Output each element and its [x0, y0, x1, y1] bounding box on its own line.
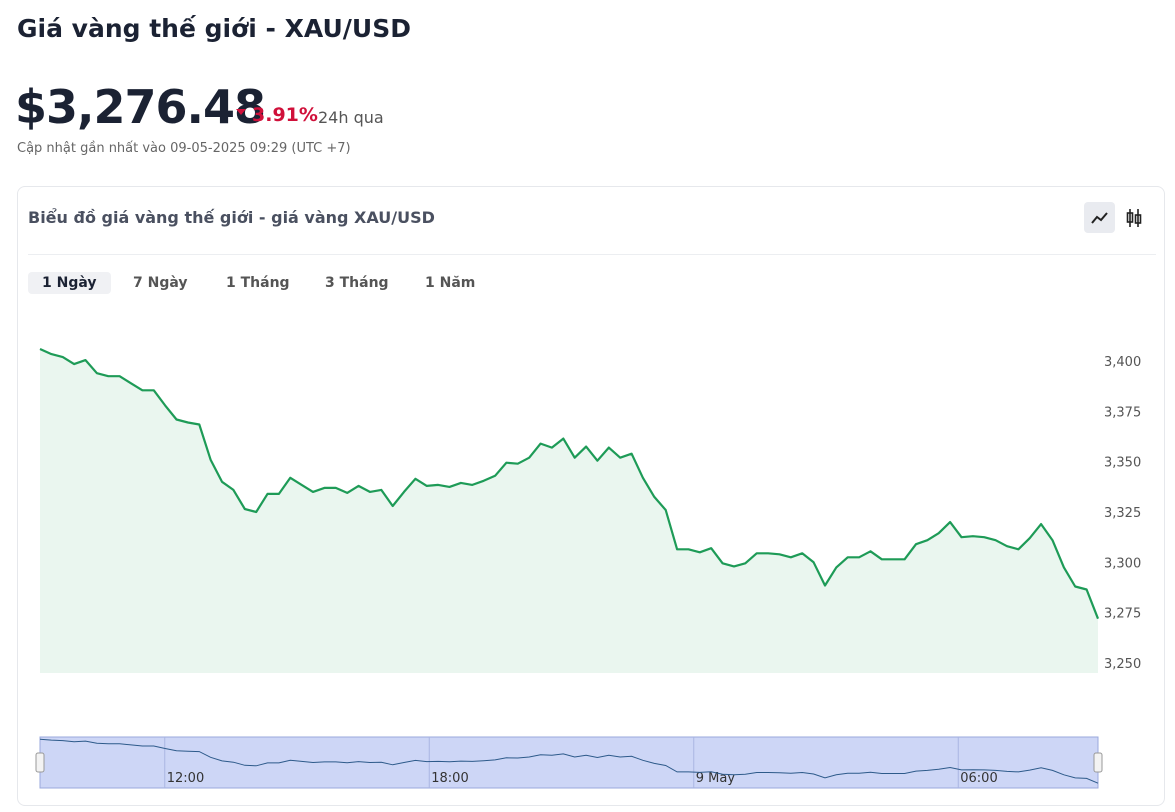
- line-mode-button[interactable]: [1084, 202, 1115, 233]
- separator: [28, 254, 1156, 255]
- card-title: Biểu đồ giá vàng thế giới - giá vàng XAU…: [28, 208, 435, 227]
- range-tab[interactable]: 1 Năm: [425, 275, 476, 291]
- range-tab[interactable]: 1 Tháng: [226, 275, 290, 291]
- chart-card: [17, 186, 1165, 806]
- price: $3,276.48: [15, 80, 266, 134]
- y-tick-label: 3,350: [1104, 456, 1141, 471]
- change-period: 24h qua: [318, 108, 384, 127]
- navigator-tick-label: 18:00: [431, 771, 468, 786]
- area-fill: [40, 349, 1098, 673]
- y-tick-label: 3,275: [1104, 607, 1141, 622]
- chart-mode-buttons: [1084, 202, 1142, 233]
- y-tick-label: 3,250: [1104, 657, 1141, 672]
- range-tab[interactable]: 1 Ngày: [28, 272, 111, 294]
- page-title: Giá vàng thế giới - XAU/USD: [17, 14, 411, 43]
- line-icon: [1091, 212, 1108, 224]
- navigator-handle[interactable]: [35, 752, 45, 773]
- range-tab[interactable]: 3 Tháng: [325, 275, 389, 291]
- y-tick-label: 3,375: [1104, 405, 1141, 420]
- price-change: 3.91%: [236, 104, 318, 126]
- navigator-line: [39, 738, 1099, 784]
- navigator-tick-label: 06:00: [960, 771, 997, 786]
- navigator-tick-label: 9 May: [696, 771, 736, 786]
- updated-time: Cập nhật gần nhất vào 09-05-2025 09:29 (…: [17, 141, 351, 156]
- navigator-tick-label: 12:00: [167, 771, 204, 786]
- candle-icon[interactable]: [1126, 209, 1142, 227]
- navigator-handle[interactable]: [1093, 752, 1103, 773]
- range-tab[interactable]: 7 Ngày: [133, 275, 188, 291]
- y-tick-label: 3,300: [1104, 556, 1141, 571]
- y-tick-label: 3,325: [1104, 506, 1141, 521]
- price-line: [39, 347, 1100, 620]
- navigator-background: [39, 736, 1099, 789]
- y-tick-label: 3,400: [1104, 355, 1141, 370]
